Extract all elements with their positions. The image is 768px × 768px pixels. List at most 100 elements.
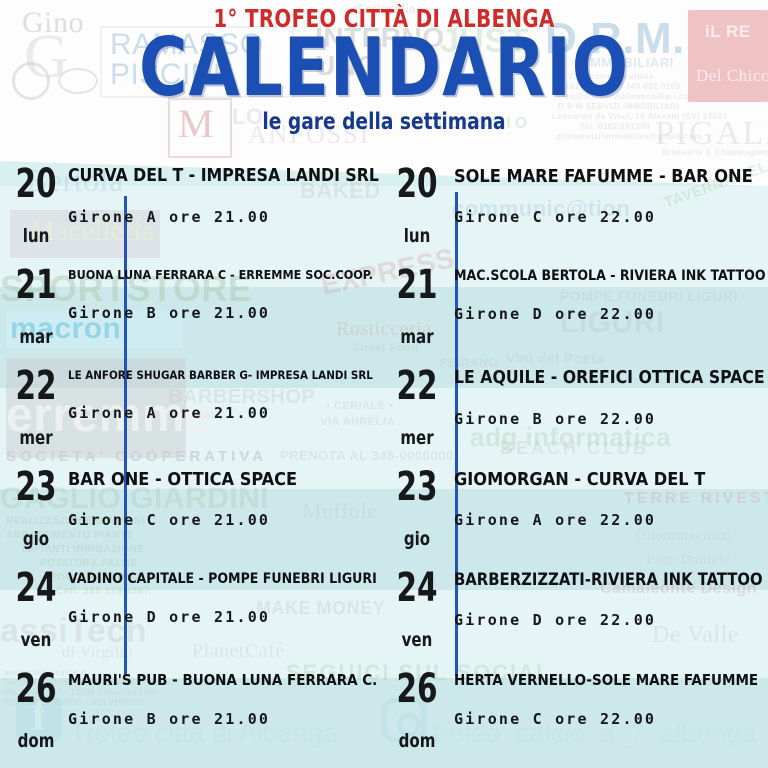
- row-band: [0, 388, 768, 489]
- sponsor-logo: IMMOBILIARI: [586, 55, 674, 70]
- day-cell: 26 dom: [8, 666, 64, 751]
- sponsor-text: Valutazione gratuita: [568, 72, 654, 81]
- match-row[interactable]: 23 gio BAR ONE - OTTICA SPACE Girone C o…: [0, 463, 384, 564]
- day-cell: 20 lun: [8, 164, 64, 247]
- day-cell: 21 mar: [8, 262, 64, 347]
- sponsor-logo: JUST: [440, 22, 529, 60]
- page-subtitle: le gare della settimana: [262, 109, 506, 136]
- sponsor-logo: assiTech: [0, 612, 148, 650]
- sponsor-text: drmserviziimmobiliari@gmail.com: [556, 132, 702, 141]
- sponsor-text: 0182.26.13.00 / 340 082 0105: [560, 82, 681, 91]
- sponsor-logo: PlanetCafé: [192, 640, 285, 662]
- match-info: GIOMORGAN - CURVA DEL T Girone A ore 22.…: [454, 471, 766, 530]
- match-row[interactable]: 24 ven VADINO CAPITALE - POMPE FUNEBRI L…: [0, 564, 384, 665]
- sponsor-logo: Brasserie & Champagnerie: [662, 148, 768, 157]
- day-name: ven: [20, 628, 52, 651]
- day-number: 22: [15, 363, 57, 409]
- match-teams: BAR ONE - OTTICA SPACE: [68, 469, 298, 490]
- day-number: 23: [396, 464, 438, 510]
- sponsor-text: Tel. 393 6456590 - 0182 554433: [4, 678, 135, 687]
- day-name: gio: [403, 527, 431, 550]
- day-name: ven: [401, 628, 433, 651]
- schedule-column-left: 20 lun CURVA DEL T - IMPRESA LANDI SRL G…: [0, 160, 384, 768]
- sponsor-logo: Vini del Poeta: [506, 350, 605, 366]
- match-teams: LE AQUILE - OREFICI OTTICA SPACE: [454, 368, 765, 388]
- sponsor-text: info@drmserviziimmobiliari.com: [558, 92, 697, 101]
- sponsor-logo: PIGALLE: [655, 115, 768, 152]
- match-row[interactable]: 21 mar MAC.SCOLA BERTOLA - RIVIERA INK T…: [384, 261, 768, 362]
- match-teams: LE ANFORE SHUGAR BARBER G- IMPRESA LANDI…: [68, 368, 373, 382]
- match-row[interactable]: 26 dom HERTA VERNELLO-SOLE MARE FAFUMME …: [384, 665, 768, 766]
- match-row[interactable]: 20 lun CURVA DEL T - IMPRESA LANDI SRL G…: [0, 160, 384, 261]
- sponsor-logo: Rosticceria: [336, 318, 432, 340]
- match-teams: SOLE MARE FAFUMME - BAR ONE: [454, 166, 753, 187]
- sponsor-text: • CERIALE •: [326, 400, 394, 412]
- day-name: lun: [22, 224, 50, 247]
- match-group-time: Girone C ore 21.00: [68, 511, 271, 529]
- sponsor-logo: Muffole: [302, 498, 378, 523]
- day-name: mer: [19, 426, 53, 449]
- day-number: 21: [15, 262, 57, 308]
- sponsor-logo: Bertola: [26, 162, 124, 198]
- match-row[interactable]: 21 mar BUONA LUNA FERRARA C - ERREMME SO…: [0, 261, 384, 362]
- sponsor-logo: erremme: [6, 389, 213, 442]
- sponsor-logo: RAMASSO: [110, 28, 264, 61]
- match-teams: MAURI'S PUB - BUONA LUNA FERRARA C.: [68, 671, 378, 689]
- day-cell: 24 ven: [384, 568, 450, 651]
- sponsor-logo: BARBERSHOP: [168, 386, 316, 408]
- match-row[interactable]: 23 gio GIOMORGAN - CURVA DEL T Girone A …: [384, 463, 768, 564]
- facebook-icon: [16, 693, 62, 742]
- row-band: [0, 186, 768, 287]
- sponsor-text: di Virgilio: [62, 644, 134, 661]
- sponsor-text: ABBATTIMENTO PIANTE: [6, 530, 135, 541]
- tournament-title: 1° TROFEO CITTÀ DI ALBENGA: [213, 4, 555, 33]
- match-teams: HERTA VERNELLO-SOLE MARE FAFUMME: [454, 671, 759, 689]
- day-number: 20: [396, 161, 438, 207]
- column-divider-left: [124, 196, 127, 676]
- match-info: BAR ONE - OTTICA SPACE Girone C ore 21.0…: [68, 469, 382, 530]
- sponsor-logo-bmw: [12, 62, 50, 100]
- match-group-time: Girone B ore 21.00: [68, 303, 271, 322]
- sponsor-logo: GAGLIO GIARDINI: [0, 482, 270, 515]
- sponsor-box: [6, 310, 182, 348]
- match-info: HERTA VERNELLO-SOLE MARE FAFUMME Girone …: [454, 671, 766, 729]
- day-number: 26: [15, 666, 57, 712]
- schedule-column-right: 20 lun SOLE MARE FAFUMME - BAR ONE Giron…: [384, 160, 768, 768]
- match-group-time: Girone C ore 22.00: [454, 710, 657, 728]
- sponsor-logo: Macelleria: [30, 216, 155, 247]
- sponsor-logo: INTERNO: [315, 22, 445, 53]
- match-row[interactable]: 24 ven BARBERZIZZATI-RIVIERA INK TATTOO …: [384, 564, 768, 665]
- sponsor-text: IMPIANTI IRRIGAZIONE: [22, 544, 145, 555]
- sponsor-logo: BEACH CLUB: [500, 438, 649, 458]
- instagram-icon: [382, 698, 426, 742]
- sponsor-box: [168, 98, 232, 158]
- match-info: MAC.SCOLA BERTOLA - RIVIERA INK TATTOO G…: [454, 269, 766, 323]
- match-group-time: Girone D ore 22.00: [454, 305, 657, 323]
- match-info: BARBERZIZZATI-RIVIERA INK TATTOO Girone …: [454, 571, 766, 629]
- match-info: VADINO CAPITALE - POMPE FUNEBRI LIGURI G…: [68, 572, 382, 626]
- row-band: [0, 489, 768, 590]
- match-teams: BUONA LUNA FERRARA C - ERREMME SOC.COOP.: [68, 267, 374, 282]
- day-cell: 20 lun: [384, 161, 450, 246]
- sponsor-logo-mini: [58, 68, 98, 94]
- sponsor-logo: BAKED: [300, 178, 381, 203]
- match-row[interactable]: 20 lun SOLE MARE FAFUMME - BAR ONE Giron…: [384, 160, 768, 261]
- sponsor-text: POGGI ALBERTO: [50, 572, 140, 583]
- sponsor-logo: UNO: [315, 50, 379, 81]
- match-row[interactable]: 22 mer LE ANFORE SHUGAR BARBER G- IMPRES…: [0, 362, 384, 463]
- sponsor-box: [100, 26, 294, 98]
- match-group-time: Girone B ore 22.00: [454, 409, 657, 428]
- sponsor-text: VIA AURELIA: [320, 416, 395, 428]
- match-group-time: Girone D ore 22.00: [454, 610, 657, 629]
- day-number: 22: [396, 363, 438, 409]
- sponsor-logo: PISCINE: [110, 58, 234, 91]
- match-row[interactable]: 26 dom MAURI'S PUB - BUONA LUNA FERRARA …: [0, 665, 384, 766]
- sponsor-logo: POMPE FUNEBRI LIGURI: [560, 288, 739, 304]
- sponsor-logo: iL RE: [705, 22, 751, 41]
- sponsor-logo: LO: [232, 104, 264, 129]
- match-row[interactable]: 22 mer LE AQUILE - OREFICI OTTICA SPACE …: [384, 362, 768, 463]
- schedule: 20 lun CURVA DEL T - IMPRESA LANDI SRL G…: [0, 160, 768, 768]
- day-number: 21: [396, 262, 438, 308]
- match-group-time: Girone B ore 21.00: [68, 710, 271, 728]
